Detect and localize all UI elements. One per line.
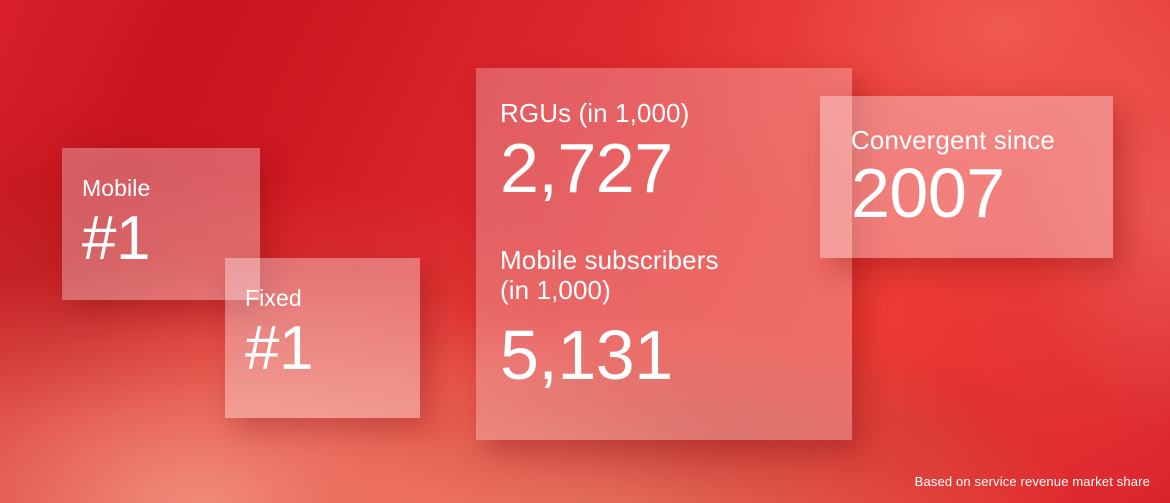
fixed-rank-card: Fixed #1 [225,258,420,418]
footnote-text: Based on service revenue market share [914,474,1150,489]
convergent-since-value: 2007 [851,153,1005,232]
fixed-rank-value: #1 [245,314,313,384]
rgus-value: 2,727 [500,128,673,207]
mobile-rank-label: Mobile [82,175,151,201]
rgus-metric: RGUs (in 1,000) 2,727 [500,68,852,203]
convergent-since-card: Convergent since 2007 [820,96,1113,258]
mobile-subscribers-label-line1: Mobile subscribers [500,244,719,275]
mobile-subscribers-value: 5,131 [500,316,673,395]
mobile-subscribers-label-line2: (in 1,000) [500,275,611,306]
mobile-subscribers-metric: Mobile subscribers (in 1,000) 5,131 [500,203,852,390]
metrics-card: RGUs (in 1,000) 2,727 Mobile subscribers… [476,68,852,440]
fixed-rank-label: Fixed [245,285,302,311]
convergent-since-label: Convergent since [851,125,1055,155]
rgus-label: RGUs (in 1,000) [500,98,690,128]
